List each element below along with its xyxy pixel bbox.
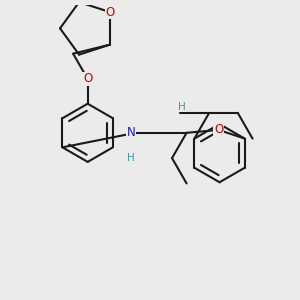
Text: O: O — [83, 73, 92, 85]
Text: N: N — [127, 126, 136, 139]
Text: O: O — [214, 123, 223, 136]
Text: H: H — [128, 152, 135, 163]
Text: O: O — [105, 6, 115, 19]
Text: H: H — [178, 102, 186, 112]
